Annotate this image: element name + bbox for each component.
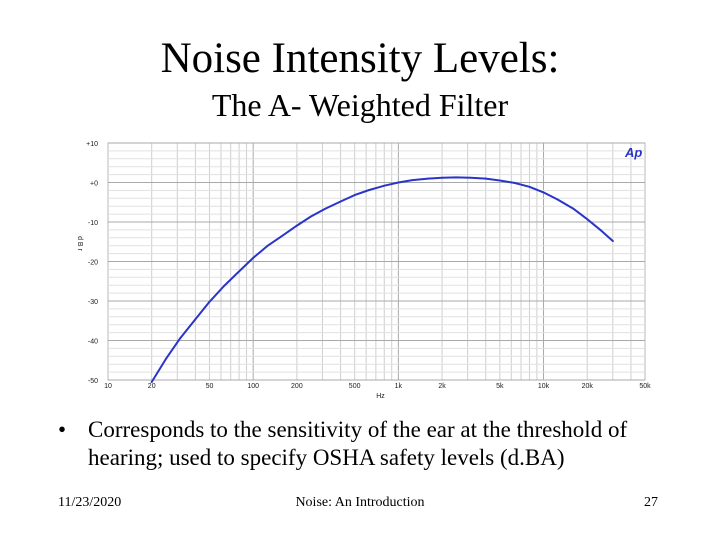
x-tick-label: 200 bbox=[291, 383, 303, 390]
x-tick-label: 1k bbox=[395, 383, 403, 390]
curve-point bbox=[194, 318, 197, 321]
curve-point bbox=[611, 240, 614, 242]
x-tick-label: 10 bbox=[104, 383, 112, 390]
chart-series bbox=[150, 176, 614, 383]
y-tick-label: -40 bbox=[88, 339, 98, 346]
chart-grid bbox=[107, 142, 646, 381]
curve-point bbox=[469, 176, 472, 179]
bullet-point: • Corresponds to the sensitivity of the … bbox=[58, 416, 678, 472]
curve-point bbox=[528, 185, 531, 188]
slide-title: Noise Intensity Levels: bbox=[160, 35, 560, 82]
x-tick-label: 20k bbox=[582, 383, 594, 390]
ap-logo: Ap bbox=[624, 145, 642, 160]
bullet-dot: • bbox=[58, 417, 67, 442]
curve-point bbox=[150, 381, 153, 383]
footer-date: 11/23/2020 bbox=[58, 495, 122, 510]
y-axis-label: d B r bbox=[76, 236, 83, 251]
curve-point bbox=[179, 337, 182, 340]
curve-point bbox=[397, 181, 400, 184]
y-tick-label: -10 bbox=[88, 220, 98, 227]
curve-point bbox=[427, 177, 429, 180]
curve-point bbox=[353, 194, 356, 197]
curve-point bbox=[252, 257, 255, 259]
y-tick-label: -20 bbox=[88, 260, 98, 267]
footer-title: Noise: An Introduction bbox=[295, 495, 425, 510]
slide-subtitle: The A- Weighted Filter bbox=[211, 87, 509, 123]
curve-point bbox=[223, 285, 225, 287]
curve-point bbox=[411, 179, 414, 182]
x-tick-label: 500 bbox=[349, 383, 361, 390]
y-tick-label: +0 bbox=[90, 181, 98, 188]
curve-point bbox=[208, 300, 211, 303]
y-tick-label: -50 bbox=[88, 378, 98, 385]
y-tick-label: +10 bbox=[86, 141, 98, 148]
curve-point bbox=[586, 218, 589, 221]
curve-point bbox=[556, 198, 559, 201]
curve-point bbox=[383, 184, 386, 187]
curve-point bbox=[324, 207, 327, 210]
x-tick-label: 10k bbox=[538, 383, 550, 390]
curve-point bbox=[368, 189, 371, 191]
curve-point bbox=[266, 245, 269, 247]
curve-point bbox=[484, 177, 487, 180]
curve-point bbox=[572, 207, 575, 210]
curve-point bbox=[498, 179, 501, 182]
curve-point bbox=[164, 358, 167, 360]
curve-point bbox=[238, 270, 241, 273]
x-tick-label: 20 bbox=[148, 383, 156, 390]
a-weighting-chart: +10 +0 -10 -20 -30 -40 -50 10 20 50 100 200 500 1k 2k 5… bbox=[76, 141, 651, 400]
x-tick-label: 5k bbox=[496, 383, 504, 390]
footer-page-number: 27 bbox=[644, 495, 658, 510]
x-tick-label: 100 bbox=[247, 383, 259, 390]
curve-point bbox=[441, 176, 443, 179]
curve-point bbox=[310, 215, 312, 218]
curve-point bbox=[281, 234, 284, 237]
bullet-text: Corresponds to the sensitivity of the ea… bbox=[88, 417, 628, 470]
curve-point bbox=[513, 181, 516, 184]
curve-point bbox=[455, 176, 458, 179]
curve-point bbox=[542, 191, 545, 194]
x-tick-label: 50k bbox=[639, 383, 651, 390]
chart-axes: +10 +0 -10 -20 -30 -40 -50 10 20 50 100 200 500 1k 2k 5… bbox=[76, 141, 651, 400]
y-tick-label: -30 bbox=[88, 299, 98, 306]
x-tick-label: 2k bbox=[438, 383, 446, 390]
curve-point bbox=[295, 224, 298, 227]
x-tick-label: 50 bbox=[206, 383, 214, 390]
curve-point bbox=[339, 200, 342, 203]
x-axis-label: Hz bbox=[376, 393, 385, 400]
curve-point bbox=[600, 229, 603, 232]
